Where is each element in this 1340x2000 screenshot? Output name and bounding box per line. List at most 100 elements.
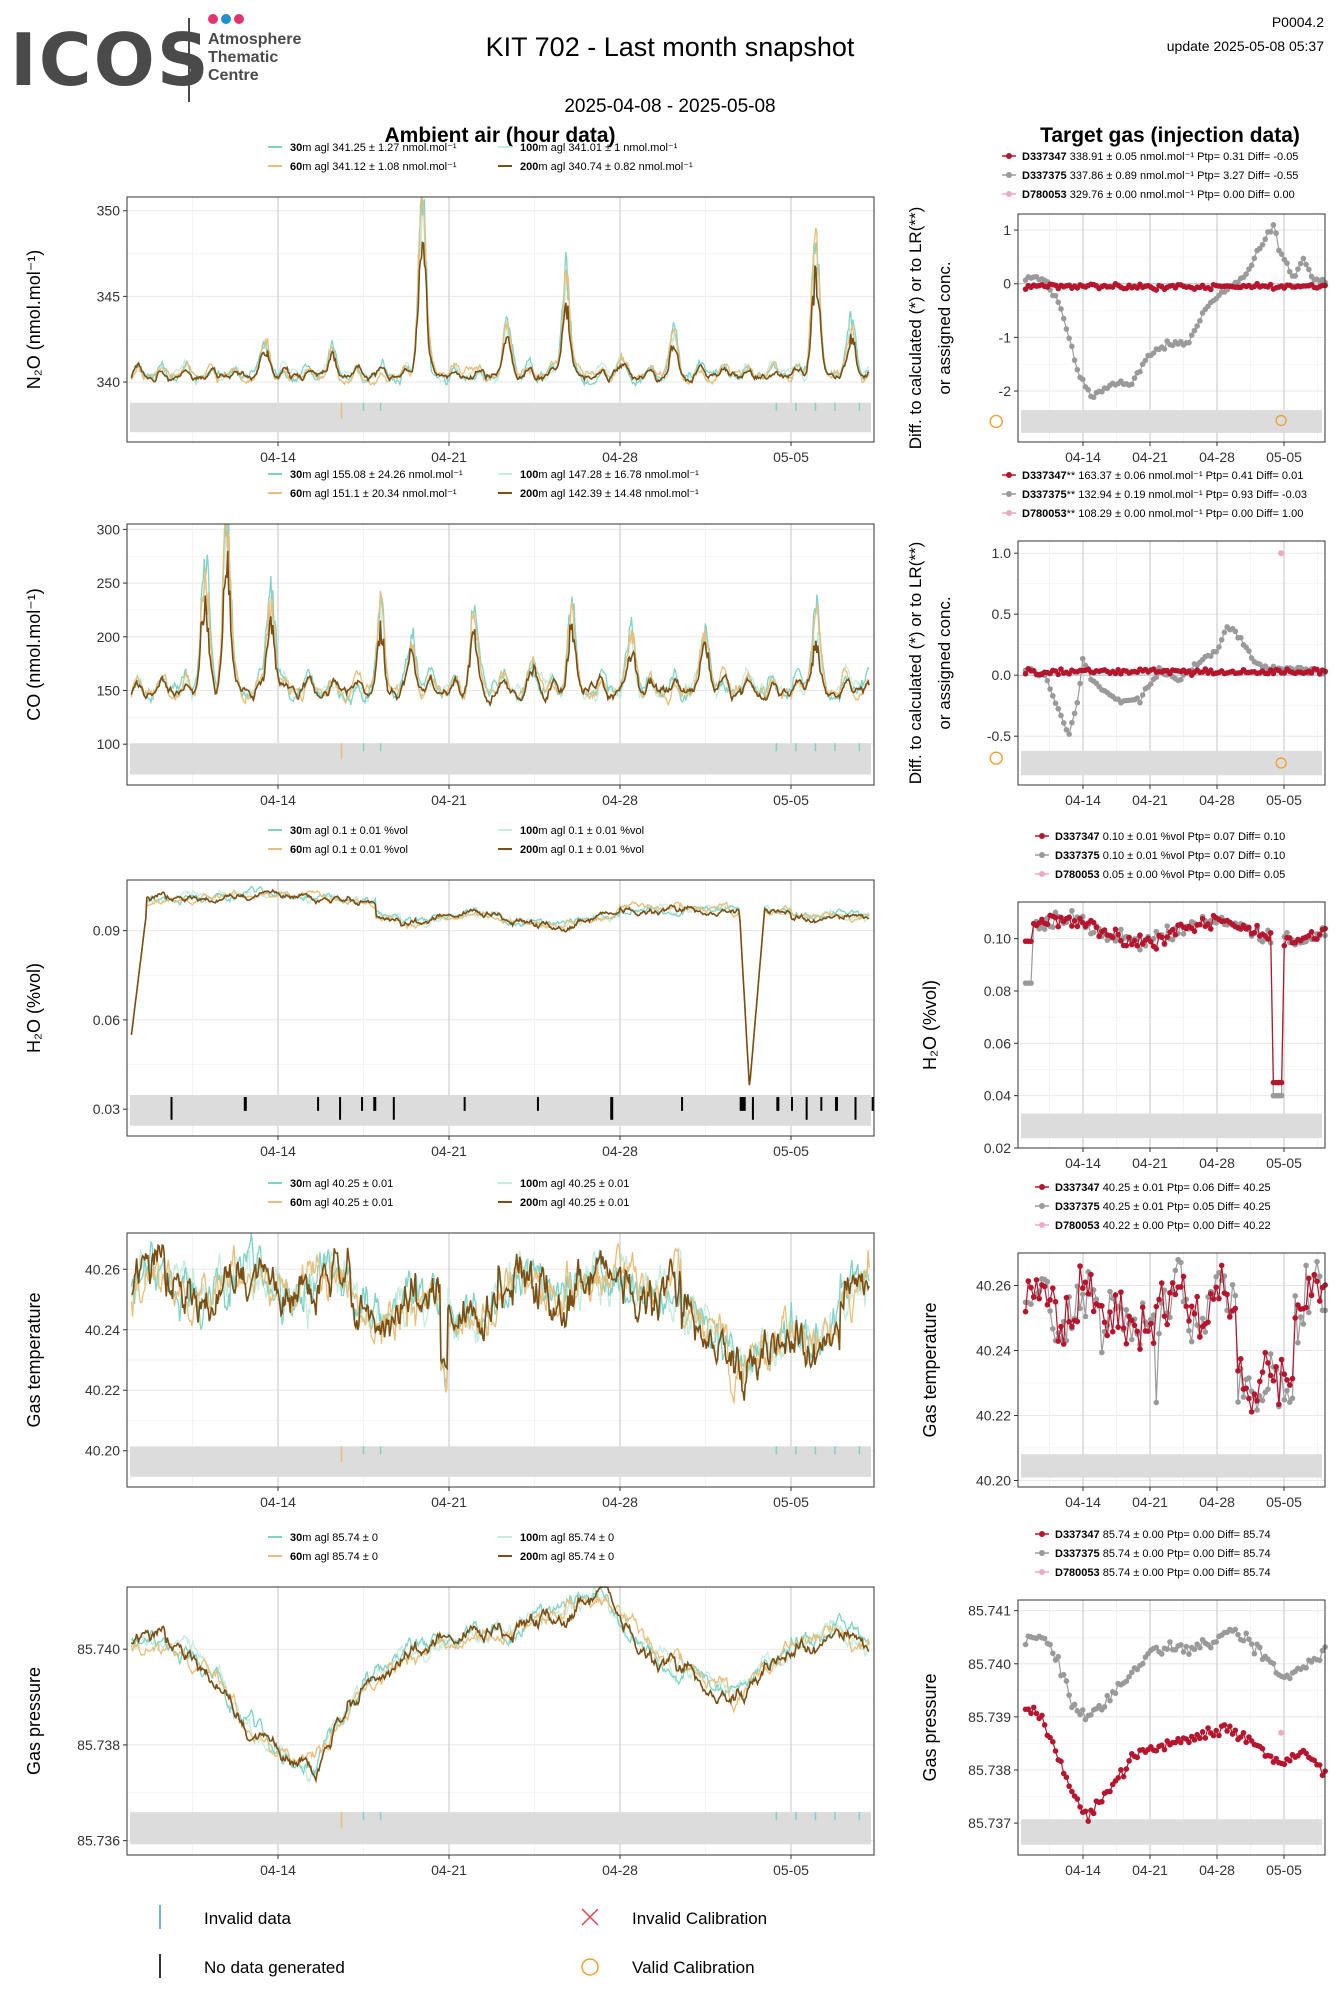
h2o-t-xtick-label: 04-14 [1065,1155,1101,1171]
temp-target-chart: 40.26 40.24 40.22 40.20 04-14 04-21 04-28 05-05… [920,1182,1328,1510]
n2o-t-point-grey [1191,327,1198,334]
legend-no-data: No data generated [204,1958,345,1977]
co-t-plot-bg [1018,541,1325,785]
temp-t-point-grey [1216,1269,1222,1276]
n2o-t-point-grey [1052,292,1059,299]
h2o-nodata-mark [739,1097,746,1111]
temp-t-point-red [1090,1308,1097,1315]
temp-t-point-grey [1235,1399,1241,1405]
press-t-point-grey [1082,1716,1089,1723]
temp-t-point-red [1224,1291,1230,1298]
legend-invalid-data: Invalid data [204,1909,291,1928]
n2o-flag-band [130,402,871,433]
co-t-point-grey [1052,700,1059,706]
temp-t-point-red [1259,1369,1266,1375]
temp-t-point-red [1139,1304,1146,1311]
h2o-nodata-mark [536,1097,539,1111]
co-flag-band [130,743,871,775]
press-t-point-red [1224,1728,1230,1734]
press-t-point-grey [1183,1643,1190,1650]
n2o-t-frame [1017,213,1326,443]
press-t-point-red [1286,1757,1293,1764]
h2o-nodata-mark [170,1097,173,1120]
co-ytick-label: 300 [97,521,121,537]
icos-logo-word: ICOS [10,18,211,102]
temp-t-point-grey [1297,1314,1304,1320]
temp-t-point-red [1052,1298,1059,1305]
temp-t-point-red [1123,1340,1130,1347]
h2o-t-point-red [1058,914,1064,921]
press-t-point-grey [1055,1653,1062,1660]
press-t-point-grey [1060,1671,1067,1678]
temp-t-point-red [1267,1372,1274,1379]
legend-value: ** 132.94 ± 0.19 nmol.mol⁻¹ Ptp= 0.93 Di… [1067,489,1307,501]
temp-legend: 30m agl 40.25 ± 0.01 100m agl 40.25 ± 0.0… [268,1178,629,1209]
press-ambient-chart: 85.740 85.738 85.736 04-14 04-21 04-28 05-05 Ga… [24,1532,875,1878]
press-t-point-red [1316,1762,1323,1768]
temp-t-frame [1017,1252,1326,1488]
h2o-t-legend-entry: D337375 0.10 ± 0.01 %vol Ptp= 0.07 Diff=… [1055,850,1285,862]
h2o-nodata-mark [805,1097,808,1120]
temp-t-point-red [1314,1278,1320,1285]
n2o-t-point-grey [1297,260,1304,267]
temp-t-legend-dot [1039,1222,1045,1228]
press-frame [126,1586,875,1856]
press-t-legend-dot [1039,1531,1045,1537]
temp-t-point-red [1232,1305,1239,1312]
h2o-nodata-mark [791,1097,793,1111]
press-t-point-grey [1213,1639,1220,1645]
press-t-point-grey [1248,1641,1255,1647]
press-t-point-grey [1197,1644,1203,1651]
press-t-point-grey [1126,1673,1132,1680]
n2o-t-xtick-label: 04-14 [1065,449,1101,465]
press-t-point-grey [1286,1675,1293,1682]
n2o-valid-cal-point [989,414,1003,429]
press-t-point-red [1115,1775,1121,1781]
press-t-point-grey [1235,1631,1241,1638]
legend-cylinder: D780053 [1055,1567,1100,1579]
press-xtick-label: 04-21 [431,1862,467,1878]
press-t-point-grey [1112,1690,1119,1697]
legend-height: 100 [520,142,538,154]
press-t-legend-dot [1039,1569,1045,1575]
h2o-nodata-mark [317,1097,320,1111]
press-t-point-grey [1063,1678,1070,1684]
press-t-point-red [1243,1739,1249,1746]
n2o-t-point-grey [1262,236,1269,243]
press-legend-entry: 60m agl 85.74 ± 0 [290,1551,378,1563]
n2o-t-ytick-label: 0 [1003,276,1011,292]
co-t-ylabel-1: Diff. to calculated (*) or to LR(**) [906,542,925,785]
press-t-point-red [1199,1729,1206,1735]
press-t-point-red [1221,1722,1228,1728]
h2o-nodata-mark [854,1097,857,1120]
n2o-t-point-red [1267,281,1274,288]
h2o-t-point-red [1199,915,1206,922]
n2o-t-point-grey [1186,339,1192,346]
temp-t-point-red [1248,1409,1255,1415]
co-frame [126,523,875,786]
press-t-point-grey [1101,1704,1108,1710]
press-t-point-red [1028,1710,1034,1717]
legend-height: 200 [520,161,538,173]
h2o-t-point-red [1052,914,1059,921]
h2o-t-point-red [1123,942,1130,949]
h2o-t-ytick-label: 0.08 [984,983,1011,999]
n2o-t-point-grey [1137,368,1143,375]
n2o-t-point-grey [1090,394,1097,401]
temp-legend-entry: 30m agl 40.25 ± 0.01 [290,1178,393,1190]
press-t-point-red [1134,1754,1141,1761]
h2o-t-plot-bg [1018,902,1325,1148]
temp-t-point-grey [1107,1288,1113,1295]
h2o-t-legend-entry: D337347 0.10 ± 0.01 %vol Ptp= 0.07 Diff=… [1055,831,1285,843]
press-t-ytick-label: 85.739 [968,1709,1011,1725]
h2o-t-point-red [1118,938,1124,944]
h2o-t-point-grey [1278,1092,1285,1099]
press-t-point-red [1232,1727,1239,1734]
co-t-point-grey [1218,636,1225,643]
temp-t-ylabel: Gas temperature [920,1302,940,1437]
temp-legend-entry: 60m agl 40.25 ± 0.01 [290,1197,393,1209]
h2o-t-point-red [1316,931,1323,938]
h2o-xtick-label: 04-21 [431,1143,467,1159]
temp-t-point-red [1079,1285,1086,1292]
temp-flag-band [130,1446,871,1477]
